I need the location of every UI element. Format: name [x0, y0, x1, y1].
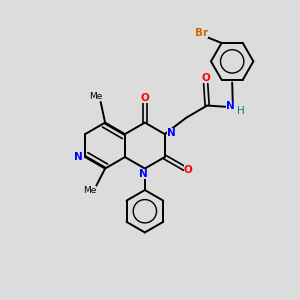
- Text: Me: Me: [90, 92, 103, 101]
- Text: O: O: [184, 165, 193, 175]
- Text: Me: Me: [83, 186, 97, 195]
- Text: N: N: [74, 152, 83, 162]
- Text: N: N: [139, 169, 148, 179]
- Text: N: N: [167, 128, 176, 138]
- Text: O: O: [140, 93, 149, 103]
- Text: Br: Br: [195, 28, 208, 38]
- Text: H: H: [236, 106, 244, 116]
- Text: N: N: [226, 100, 235, 110]
- Text: O: O: [201, 73, 210, 83]
